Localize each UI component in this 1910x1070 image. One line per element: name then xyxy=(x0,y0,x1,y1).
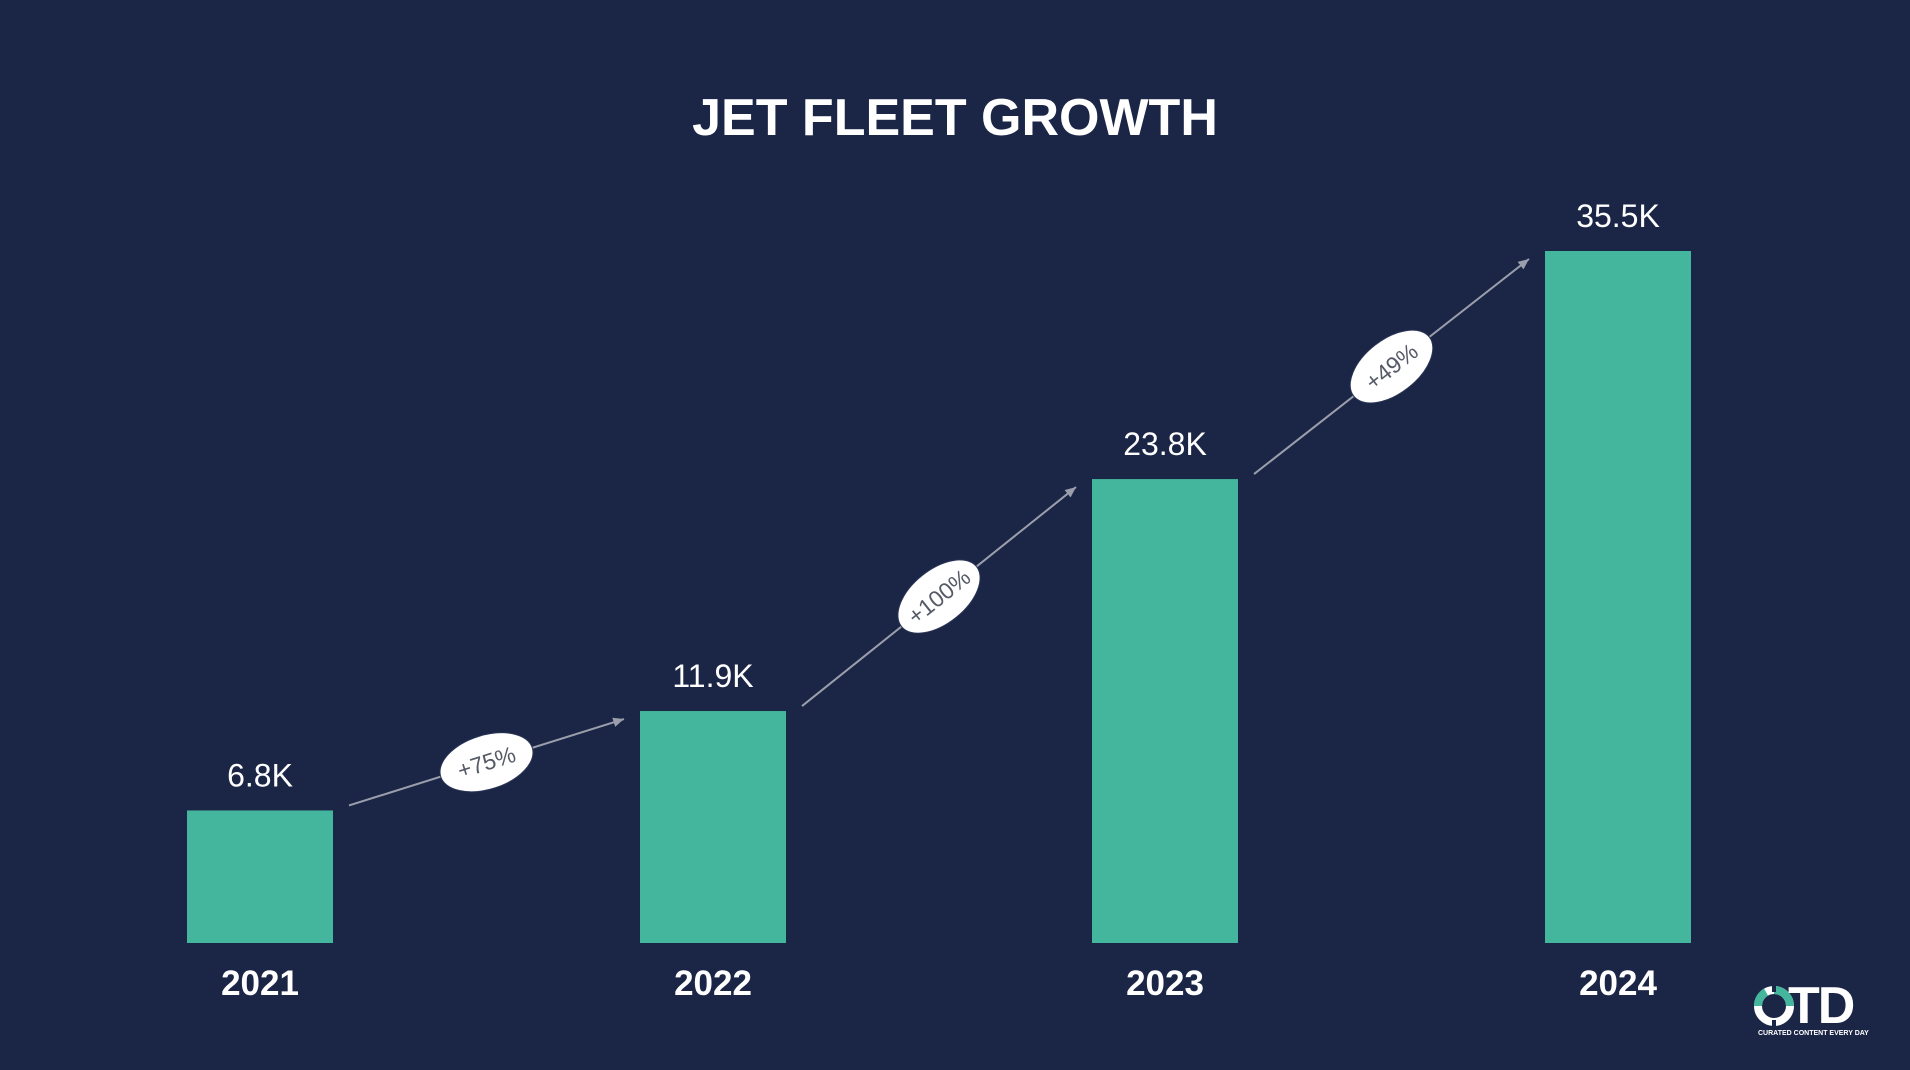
value-labels: 6.8K 11.9K 23.8K 35.5K xyxy=(227,198,1660,793)
value-label-2024: 35.5K xyxy=(1576,198,1660,234)
tick-label-2024: 2024 xyxy=(1579,964,1657,1003)
logo-letters: TD xyxy=(1788,977,1855,1035)
bar-2022 xyxy=(640,711,786,943)
bar-2023 xyxy=(1092,479,1238,943)
growth-badge-3: +49% xyxy=(1349,329,1434,404)
value-label-2022: 11.9K xyxy=(672,658,753,694)
growth-badge-2: +100% xyxy=(897,559,981,634)
bar-2024 xyxy=(1545,251,1691,943)
bars xyxy=(187,251,1691,943)
otd-logo: TD CURATED CONTENT EVERY DAY xyxy=(1752,977,1882,1042)
growth-badge-shape xyxy=(897,559,981,634)
tick-label-2023: 2023 xyxy=(1126,964,1204,1003)
growth-badge-shape xyxy=(439,732,534,793)
bar-2021 xyxy=(187,810,333,943)
growth-badge-shape xyxy=(1349,329,1434,404)
tick-label-2022: 2022 xyxy=(674,964,752,1003)
growth-connectors xyxy=(348,258,1530,807)
growth-badges: +75% +100% +49% xyxy=(439,329,1434,793)
x-axis-tick-labels: 2021 2022 2023 2024 xyxy=(221,964,1657,1003)
value-label-2021: 6.8K xyxy=(227,757,293,793)
logo-tagline: CURATED CONTENT EVERY DAY xyxy=(1758,1030,1869,1037)
value-label-2023: 23.8K xyxy=(1123,426,1207,462)
otd-ring-icon xyxy=(1753,984,1794,1028)
tick-label-2021: 2021 xyxy=(221,964,299,1003)
growth-badge-1: +75% xyxy=(439,732,534,793)
chart-title: JET FLEET GROWTH xyxy=(692,89,1218,147)
